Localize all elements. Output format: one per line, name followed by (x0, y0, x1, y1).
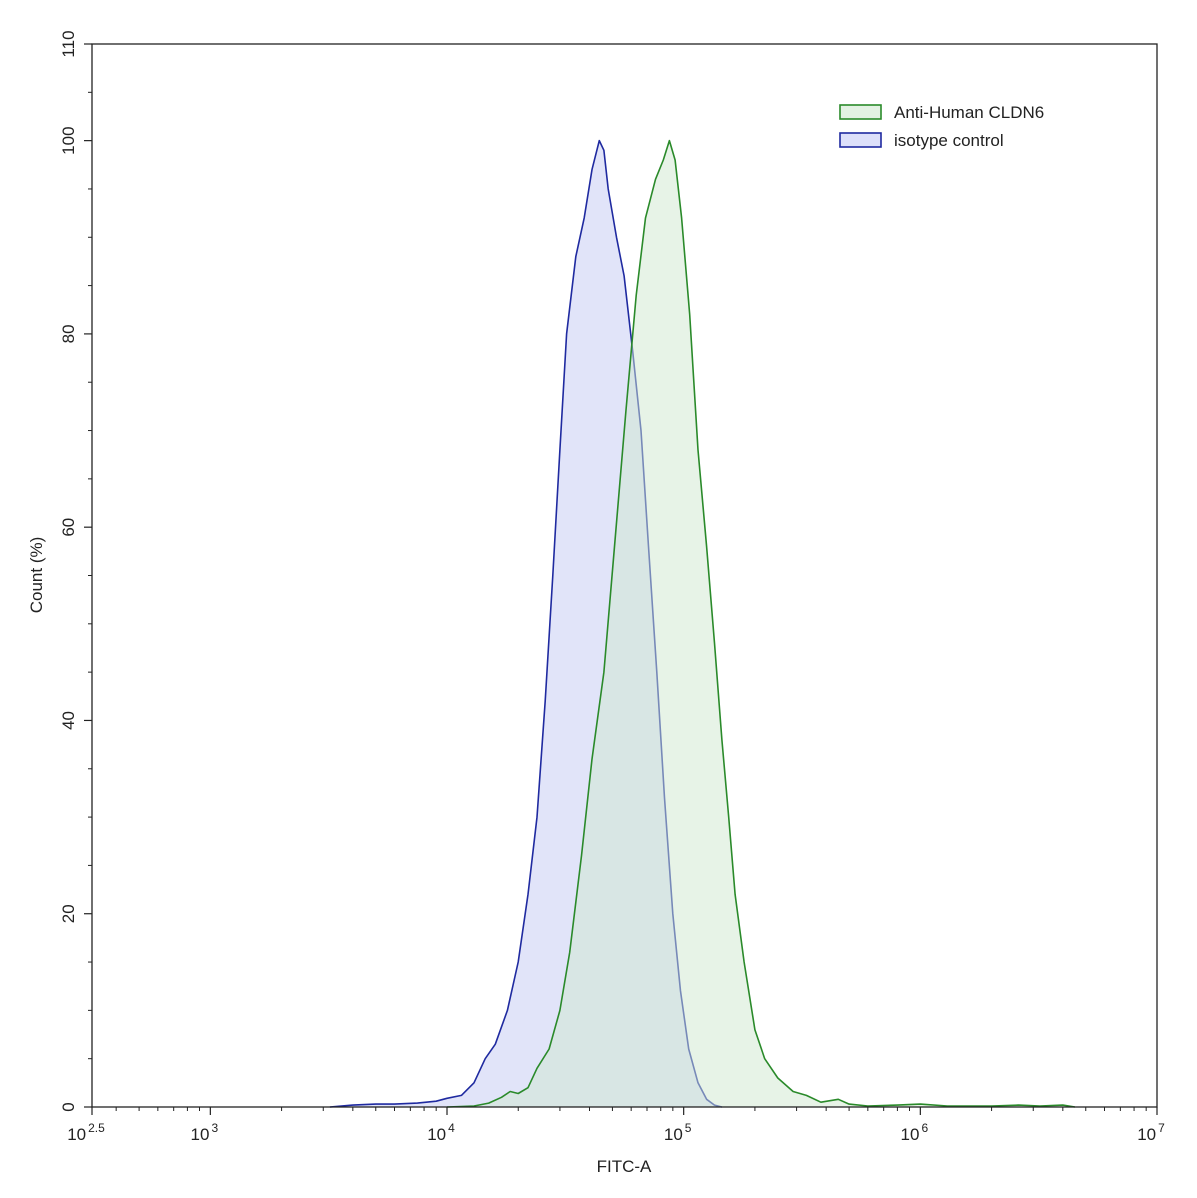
series-area-1 (447, 140, 1075, 1108)
x-tick-label: 10 7 (1137, 1121, 1165, 1144)
x-axis-title: FITC-A (597, 1157, 652, 1176)
y-tick-label: 110 (59, 30, 78, 57)
legend-label-0: Anti-Human CLDN6 (894, 103, 1044, 122)
x-tick-label: 10 4 (427, 1121, 455, 1144)
x-axis: 10 2.5 10 3 10 4 10 5 10 6 10 7 (67, 1107, 1165, 1144)
y-tick-label: 60 (59, 518, 78, 537)
y-tick-label: 80 (59, 324, 78, 343)
x-tick-label: 10 3 (191, 1121, 219, 1144)
x-tick-label: 10 5 (664, 1121, 692, 1144)
x-tick-label: 10 6 (901, 1121, 929, 1144)
y-tick-label: 100 (59, 126, 78, 154)
legend-label-1: isotype control (894, 131, 1004, 150)
y-axis: 0 20 40 60 80 100 110 (59, 30, 92, 1112)
y-tick-label: 40 (59, 711, 78, 730)
series-line-1 (446, 139, 1076, 1108)
legend-swatch-0 (839, 104, 882, 120)
series-layer (329, 139, 1076, 1108)
x-tick-label: 10 2.5 (67, 1121, 105, 1144)
y-axis-title: Count (%) (27, 537, 46, 614)
legend-swatch-1 (839, 132, 882, 148)
legend: Anti-Human CLDN6 isotype control (839, 103, 1044, 150)
y-tick-label: 20 (59, 904, 78, 923)
y-tick-label: 0 (59, 1102, 78, 1111)
